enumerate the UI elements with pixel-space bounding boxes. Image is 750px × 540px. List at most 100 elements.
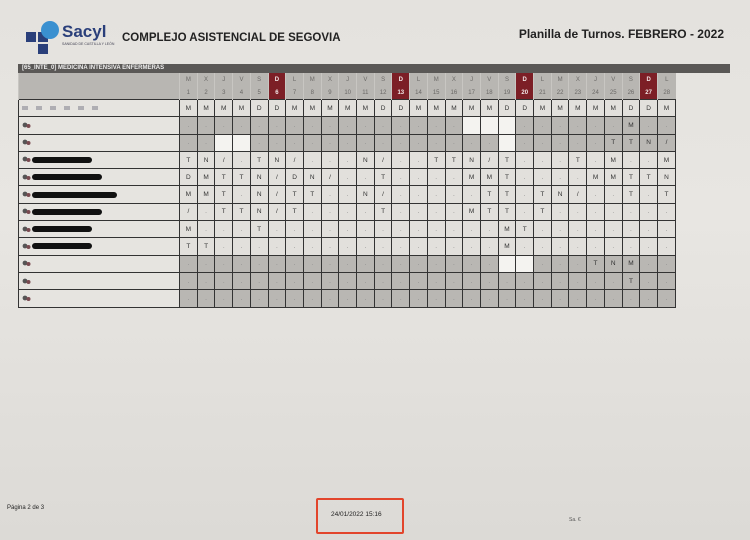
shift-cell: M — [656, 98, 677, 118]
shift-cell: . — [356, 202, 375, 222]
shift-cell: . — [267, 116, 287, 135]
day-number: 3 — [214, 86, 233, 100]
shift-cell: N — [550, 185, 570, 204]
shift-cell: M — [603, 98, 623, 118]
shift-cell: / — [656, 133, 677, 152]
redacted-name — [32, 243, 92, 250]
shift-cell: . — [267, 133, 287, 152]
shift-cell: . — [586, 202, 605, 222]
shift-cell: . — [302, 289, 322, 308]
person-icon — [22, 174, 31, 180]
weekday-letter: L — [533, 73, 552, 86]
person-icon — [22, 122, 31, 128]
shift-cell: . — [373, 289, 393, 308]
weekday-letter: X — [320, 73, 339, 86]
shift-cell: . — [462, 271, 481, 291]
weekday-letter: V — [479, 73, 499, 86]
person-icon — [22, 243, 31, 249]
shift-cell: T — [179, 237, 198, 256]
shift-cell: M — [497, 237, 517, 256]
shift-cell: . — [426, 220, 446, 239]
staff-name-cell — [18, 220, 180, 239]
shift-cell: . — [302, 237, 322, 256]
shift-cell: T — [621, 185, 641, 204]
shift-cell — [232, 133, 251, 152]
weekday-letter: J — [462, 73, 481, 86]
weekday-letter: L — [285, 73, 304, 86]
shift-cell: . — [285, 271, 304, 291]
shift-cell: . — [267, 254, 287, 273]
shift-cell: M — [479, 98, 499, 118]
shift-cell: . — [426, 116, 446, 135]
shift-cell: T — [214, 168, 234, 187]
shift-cell: . — [426, 289, 446, 308]
staff-row: ............................ — [18, 289, 677, 308]
shift-cell: . — [267, 289, 287, 308]
weekday-letter: D — [391, 73, 410, 86]
shift-cell: . — [444, 185, 464, 204]
shift-cell: T — [249, 150, 269, 170]
shift-cell: M — [568, 98, 588, 118]
shift-cell: . — [533, 220, 552, 239]
logo-subtext: SANIDAD DE CASTILLA Y LEÓN — [62, 42, 115, 46]
staff-name-cell — [18, 98, 180, 118]
weekday-letter: J — [338, 73, 357, 86]
shift-cell: . — [249, 289, 269, 308]
shift-cell — [497, 254, 517, 273]
shift-cell: . — [179, 133, 198, 152]
shift-cell: . — [568, 237, 588, 256]
shift-cell: . — [639, 271, 658, 291]
day-number: 2 — [196, 86, 215, 100]
shift-cell: / — [267, 185, 287, 204]
shift-cell: M — [586, 98, 605, 118]
shift-cell: . — [409, 150, 428, 170]
staff-name-cell — [18, 185, 180, 204]
shift-cell: . — [391, 271, 411, 291]
shift-cell: . — [444, 271, 464, 291]
day-number: 10 — [338, 86, 357, 100]
shift-cell: . — [391, 202, 411, 222]
shift-cell: M — [603, 168, 623, 187]
shift-cell: . — [568, 220, 588, 239]
shift-cell: . — [515, 289, 535, 308]
shift-table: M X J V S D L M X J V S D L M X J V S D L M X J V S D L 1 2 3 4 5 6 7 8 9 10 1… — [18, 73, 677, 308]
shift-cell: . — [550, 271, 570, 291]
shift-cell: T — [302, 185, 322, 204]
shift-cell: T — [497, 202, 517, 222]
shift-cell: M — [621, 254, 641, 273]
shift-cell: . — [320, 254, 340, 273]
weekday-letter: D — [639, 73, 658, 86]
shift-cell: . — [179, 289, 198, 308]
shift-cell: . — [391, 254, 411, 273]
shift-cell: D — [497, 98, 517, 118]
day-number: 5 — [249, 86, 269, 100]
shift-cell: . — [391, 133, 411, 152]
shift-cell: D — [621, 98, 641, 118]
shift-cell: M — [214, 98, 234, 118]
shift-cell: . — [179, 271, 198, 291]
person-icon — [22, 278, 31, 284]
shift-cell — [497, 133, 517, 152]
shift-cell: . — [409, 133, 428, 152]
shift-cell: . — [515, 237, 535, 256]
shift-cell: M — [196, 168, 216, 187]
shift-cell: . — [320, 185, 340, 204]
shift-cell: . — [373, 237, 393, 256]
shift-cell: T — [285, 185, 304, 204]
signature-mark: Sa. € — [569, 517, 581, 523]
shift-cell: . — [232, 254, 251, 273]
shift-cell: T — [639, 168, 658, 187]
smudged-name — [22, 105, 102, 110]
shift-cell: . — [232, 185, 251, 204]
shift-cell: . — [391, 237, 411, 256]
shift-cell: . — [550, 116, 570, 135]
day-number: 16 — [444, 86, 463, 100]
day-number: 8 — [302, 86, 322, 100]
shift-cell: . — [232, 220, 251, 239]
shift-cell: . — [373, 254, 393, 273]
shift-cell: . — [373, 133, 393, 152]
shift-cell: M — [462, 168, 481, 187]
shift-cell: T — [179, 150, 198, 170]
shift-cell: . — [550, 237, 570, 256]
shift-cell: . — [409, 116, 428, 135]
